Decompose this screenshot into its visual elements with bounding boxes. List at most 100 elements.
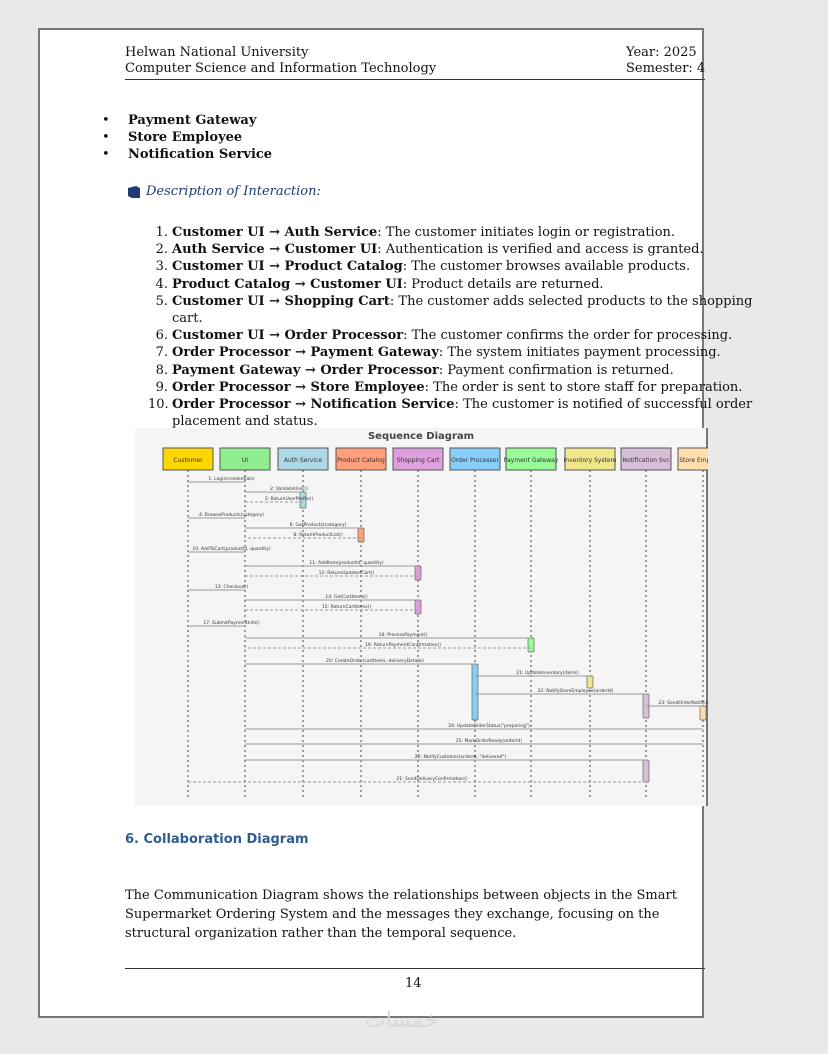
message-label: 10: AddToCart(productId, quantity) [192,546,271,552]
message-label: 8: ReturnProductList() [293,532,342,538]
participant-bullets: Payment Gateway Store Employee Notificat… [102,112,272,163]
message-label: 17: SubmitPaymentInfo() [203,620,260,626]
step-number: 9. [155,379,168,395]
step-flow: Order Processor → Store Employee [172,379,425,395]
participant-box [620,447,672,471]
step-item: 3. Customer UI → Product Catalog: The cus… [156,258,762,275]
participant-label: Customer [173,457,203,464]
step-item: 10. Order Processor → Notification Servic… [148,396,762,430]
section-heading: 6. Collaboration Diagram [125,832,309,847]
participant-box [449,447,501,471]
message-label: 1: Login(credentials) [208,476,255,482]
message-label: 18: ProcessPayment() [379,632,428,638]
message-label: 19: ReturnPaymentConfirmation() [365,642,441,648]
university-name: Helwan National University [125,45,309,60]
bullet-item: Payment Gateway [102,112,272,129]
step-item: 7. Order Processor → Payment Gateway: The… [156,344,762,361]
book-icon [128,185,140,198]
participant-label: Payment Gateway [504,457,559,464]
step-flow: Customer UI → Shopping Cart [172,293,390,309]
step-item: 1. Customer UI → Auth Service: The custom… [156,224,762,241]
participant-box [277,447,329,471]
step-number: 10. [148,397,169,413]
step-item: 8. Payment Gateway → Order Processor: Pay… [156,362,762,379]
step-item: 4. Product Catalog → Customer UI: Product… [156,276,762,293]
activation-bar [414,599,422,615]
participant-label: Notification Svc [623,457,670,464]
step-number: 2. [155,242,168,258]
step-text: : The order is sent to store staff for p… [424,379,743,395]
step-number: 8. [155,362,168,378]
step-flow: Product Catalog → Customer UI [172,276,403,292]
description-heading-text: Description of Interaction: [146,184,321,199]
participant-label: Product Catalog [337,457,385,464]
step-flow: Order Processor → Payment Gateway [172,345,439,361]
message-label: 24: UpdateOrderStatus("preparing") [448,723,530,729]
participant-box [162,447,214,471]
message-label: 21: UpdateInventory(items) [516,670,579,676]
step-number: 6. [155,328,168,344]
activation-bar [527,637,535,653]
message-label: 20: CreateOrder(cartItems, deliveryDetai… [326,658,424,664]
participant-box [505,447,557,471]
activation-bar [471,663,479,721]
step-text: : The customer browses available product… [402,259,691,275]
header-rule [125,79,705,80]
activation-bar [586,675,594,689]
description-heading: Description of Interaction: [126,184,321,199]
message-label: 25: MarkOrderReady(orderId) [456,738,522,744]
header-left: Helwan National University Computer Scie… [125,45,436,77]
step-flow: Order Processor → Notification Service [172,397,455,413]
step-number: 7. [155,345,168,361]
year: Year: 2025 [626,45,697,60]
step-flow: Auth Service → Customer UI [172,242,378,258]
participant-box [335,447,387,471]
step-text: : The customer initiates login or regist… [377,225,676,240]
interaction-steps: 1. Customer UI → Auth Service: The custom… [148,224,762,430]
step-number: 5. [155,293,168,309]
step-number: 3. [155,259,168,275]
step-text: : The customer confirms the order for pr… [403,328,733,344]
participant-box [219,447,271,471]
step-text: : The customer adds selected products to… [172,293,753,327]
participant-label: Auth Service [284,457,322,464]
watermark: خمسات [365,1008,439,1033]
step-text: : The customer is notified of successful… [172,397,753,430]
message-label: 11: AddItem(productId, quantity) [309,560,383,566]
message-label: 6: GetProducts(category) [290,522,347,528]
message-label: 22: NotifyStoreEmployee(orderId) [538,688,614,694]
step-number: 1. [155,225,168,240]
activation-bar [357,527,365,543]
bullet-item: Store Employee [102,129,272,146]
participant-box [564,447,616,471]
message-label: 15: ReturnCartItems() [322,604,371,610]
activation-bar [699,705,707,721]
activation-bar [642,759,650,783]
bullet-item: Notification Service [102,146,272,163]
step-flow: Payment Gateway → Order Processor [172,362,439,378]
step-number: 4. [155,276,168,292]
participant-label: Order Processor [451,457,499,464]
message-label: 13: Checkout() [215,584,248,590]
semester: Semester: 4 [626,61,706,76]
step-item: 9. Order Processor → Store Employee: The … [156,379,762,396]
step-flow: Customer UI → Product Catalog [172,259,403,275]
step-item: 6. Customer UI → Order Processor: The cus… [156,327,762,344]
participant-label: Store Employee [679,457,708,464]
step-text: : Authentication is verified and access … [377,242,704,258]
department-name: Computer Science and Information Technol… [125,61,437,76]
step-text: : Product details are returned. [402,276,604,292]
participant-label: Shopping Cart [397,457,440,464]
message-label: 14: GetCartItems() [325,594,368,600]
message-label: 21: SendDeliveryConfirmation() [396,776,468,782]
activation-bar [414,565,422,581]
message-label: 4: BrowseProducts(category) [199,512,264,518]
message-label: 23: SendOrderNotification() [658,700,708,706]
message-label: 3: ReturnUserProfile() [265,496,314,502]
participant-label: Inventory System [564,457,617,464]
participant-label: UI [242,457,248,464]
body-paragraph: The Communication Diagram shows the rela… [125,888,677,941]
header-right: Year: 2025 Semester: 4 [626,45,705,77]
step-flow: Customer UI → Auth Service [172,225,378,240]
step-flow: Customer UI → Order Processor [172,328,404,344]
